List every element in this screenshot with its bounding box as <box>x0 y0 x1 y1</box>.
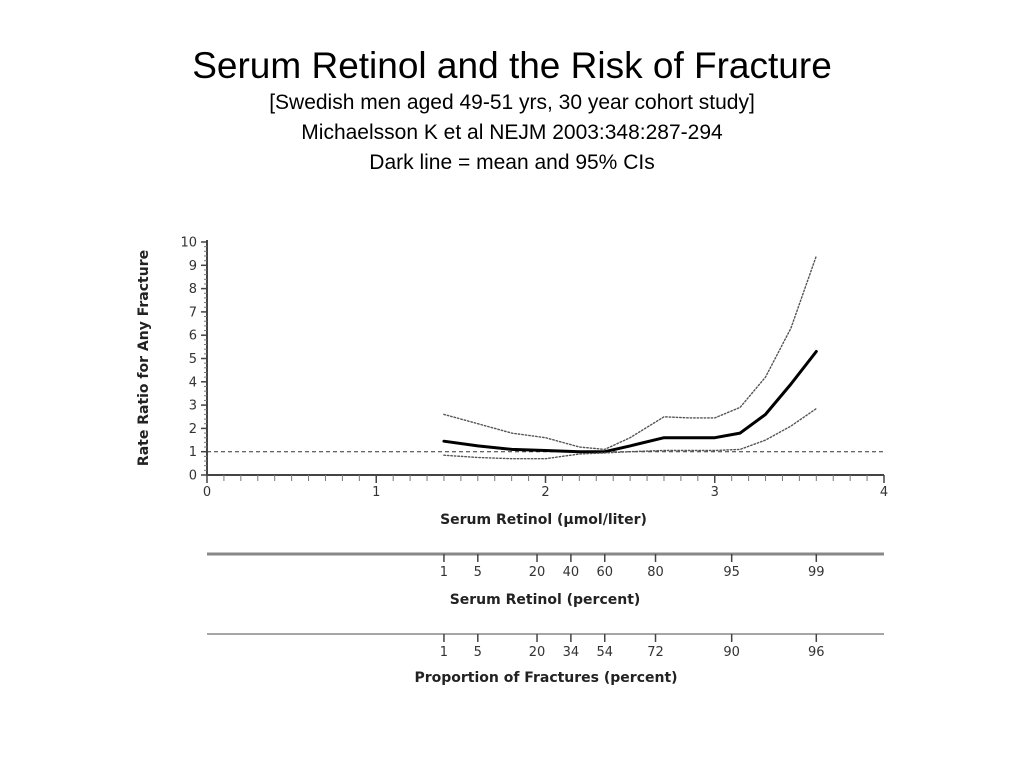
percentile-tick-label: 99 <box>808 565 825 580</box>
percentile-tick-label: 54 <box>596 645 613 660</box>
upper-95-ci-line <box>443 255 817 451</box>
x-tick-label: 0 <box>203 485 211 500</box>
percentile-scale-title: Serum Retinol (percent) <box>450 592 641 608</box>
subtitle-legend-note: Dark line = mean and 95% CIs <box>369 151 655 174</box>
percentile-tick-label: 40 <box>563 565 580 580</box>
percentile-tick-label: 60 <box>596 565 613 580</box>
percentile-tick-label: 5 <box>474 645 482 660</box>
x-axis-title: Serum Retinol (μmol/liter) <box>440 512 647 528</box>
x-tick-label: 4 <box>880 485 888 500</box>
y-tick-label: 2 <box>189 422 197 437</box>
percentile-tick-label: 80 <box>647 565 664 580</box>
y-tick-label: 8 <box>189 282 197 297</box>
y-tick-label: 5 <box>189 352 197 367</box>
subtitle-citation: Michaelsson K et al NEJM 2003:348:287-29… <box>301 121 723 144</box>
main-plot: 0 1 2 3 4 5 6 7 8 9 10 0 1 2 3 4 Serum Retinol (μmol/lit… <box>136 236 888 529</box>
percentile-scale-title: Proportion of Fractures (percent) <box>414 670 677 686</box>
slide-title: Serum Retinol and the Risk of Fracture <box>192 45 832 86</box>
subtitle-cohort: [Swedish men aged 49-51 yrs, 30 year coh… <box>269 91 755 114</box>
x-tick-label: 3 <box>711 485 719 500</box>
y-tick-label: 4 <box>189 375 197 390</box>
percentile-tick-label: 34 <box>563 645 580 660</box>
y-tick-label: 6 <box>189 329 197 344</box>
x-tick-label: 1 <box>372 485 380 500</box>
y-tick-label: 10 <box>180 236 197 251</box>
percentile-tick-label: 20 <box>529 645 546 660</box>
lower-95-ci-line <box>443 407 817 460</box>
y-tick-label: 1 <box>189 445 197 460</box>
mean-line <box>442 350 818 454</box>
y-axis-title: Rate Ratio for Any Fracture <box>136 250 152 466</box>
percentile-tick-label: 72 <box>647 645 664 660</box>
percentile-tick-label: 90 <box>723 645 740 660</box>
percentile-tick-label: 20 <box>529 565 546 580</box>
x-tick-label: 2 <box>541 485 549 500</box>
percentile-tick-label: 5 <box>474 565 482 580</box>
percentile-tick-label: 1 <box>440 645 448 660</box>
y-tick-label: 9 <box>189 259 197 274</box>
title-block: Serum Retinol and the Risk of Fracture [… <box>0 44 1024 178</box>
y-tick-label: 7 <box>189 305 197 320</box>
percentile-tick-label: 1 <box>440 565 448 580</box>
percentile-tick-label: 96 <box>808 645 825 660</box>
y-tick-label: 0 <box>189 469 197 484</box>
percentile-tick-label: 95 <box>723 565 740 580</box>
y-tick-label: 3 <box>189 399 197 414</box>
